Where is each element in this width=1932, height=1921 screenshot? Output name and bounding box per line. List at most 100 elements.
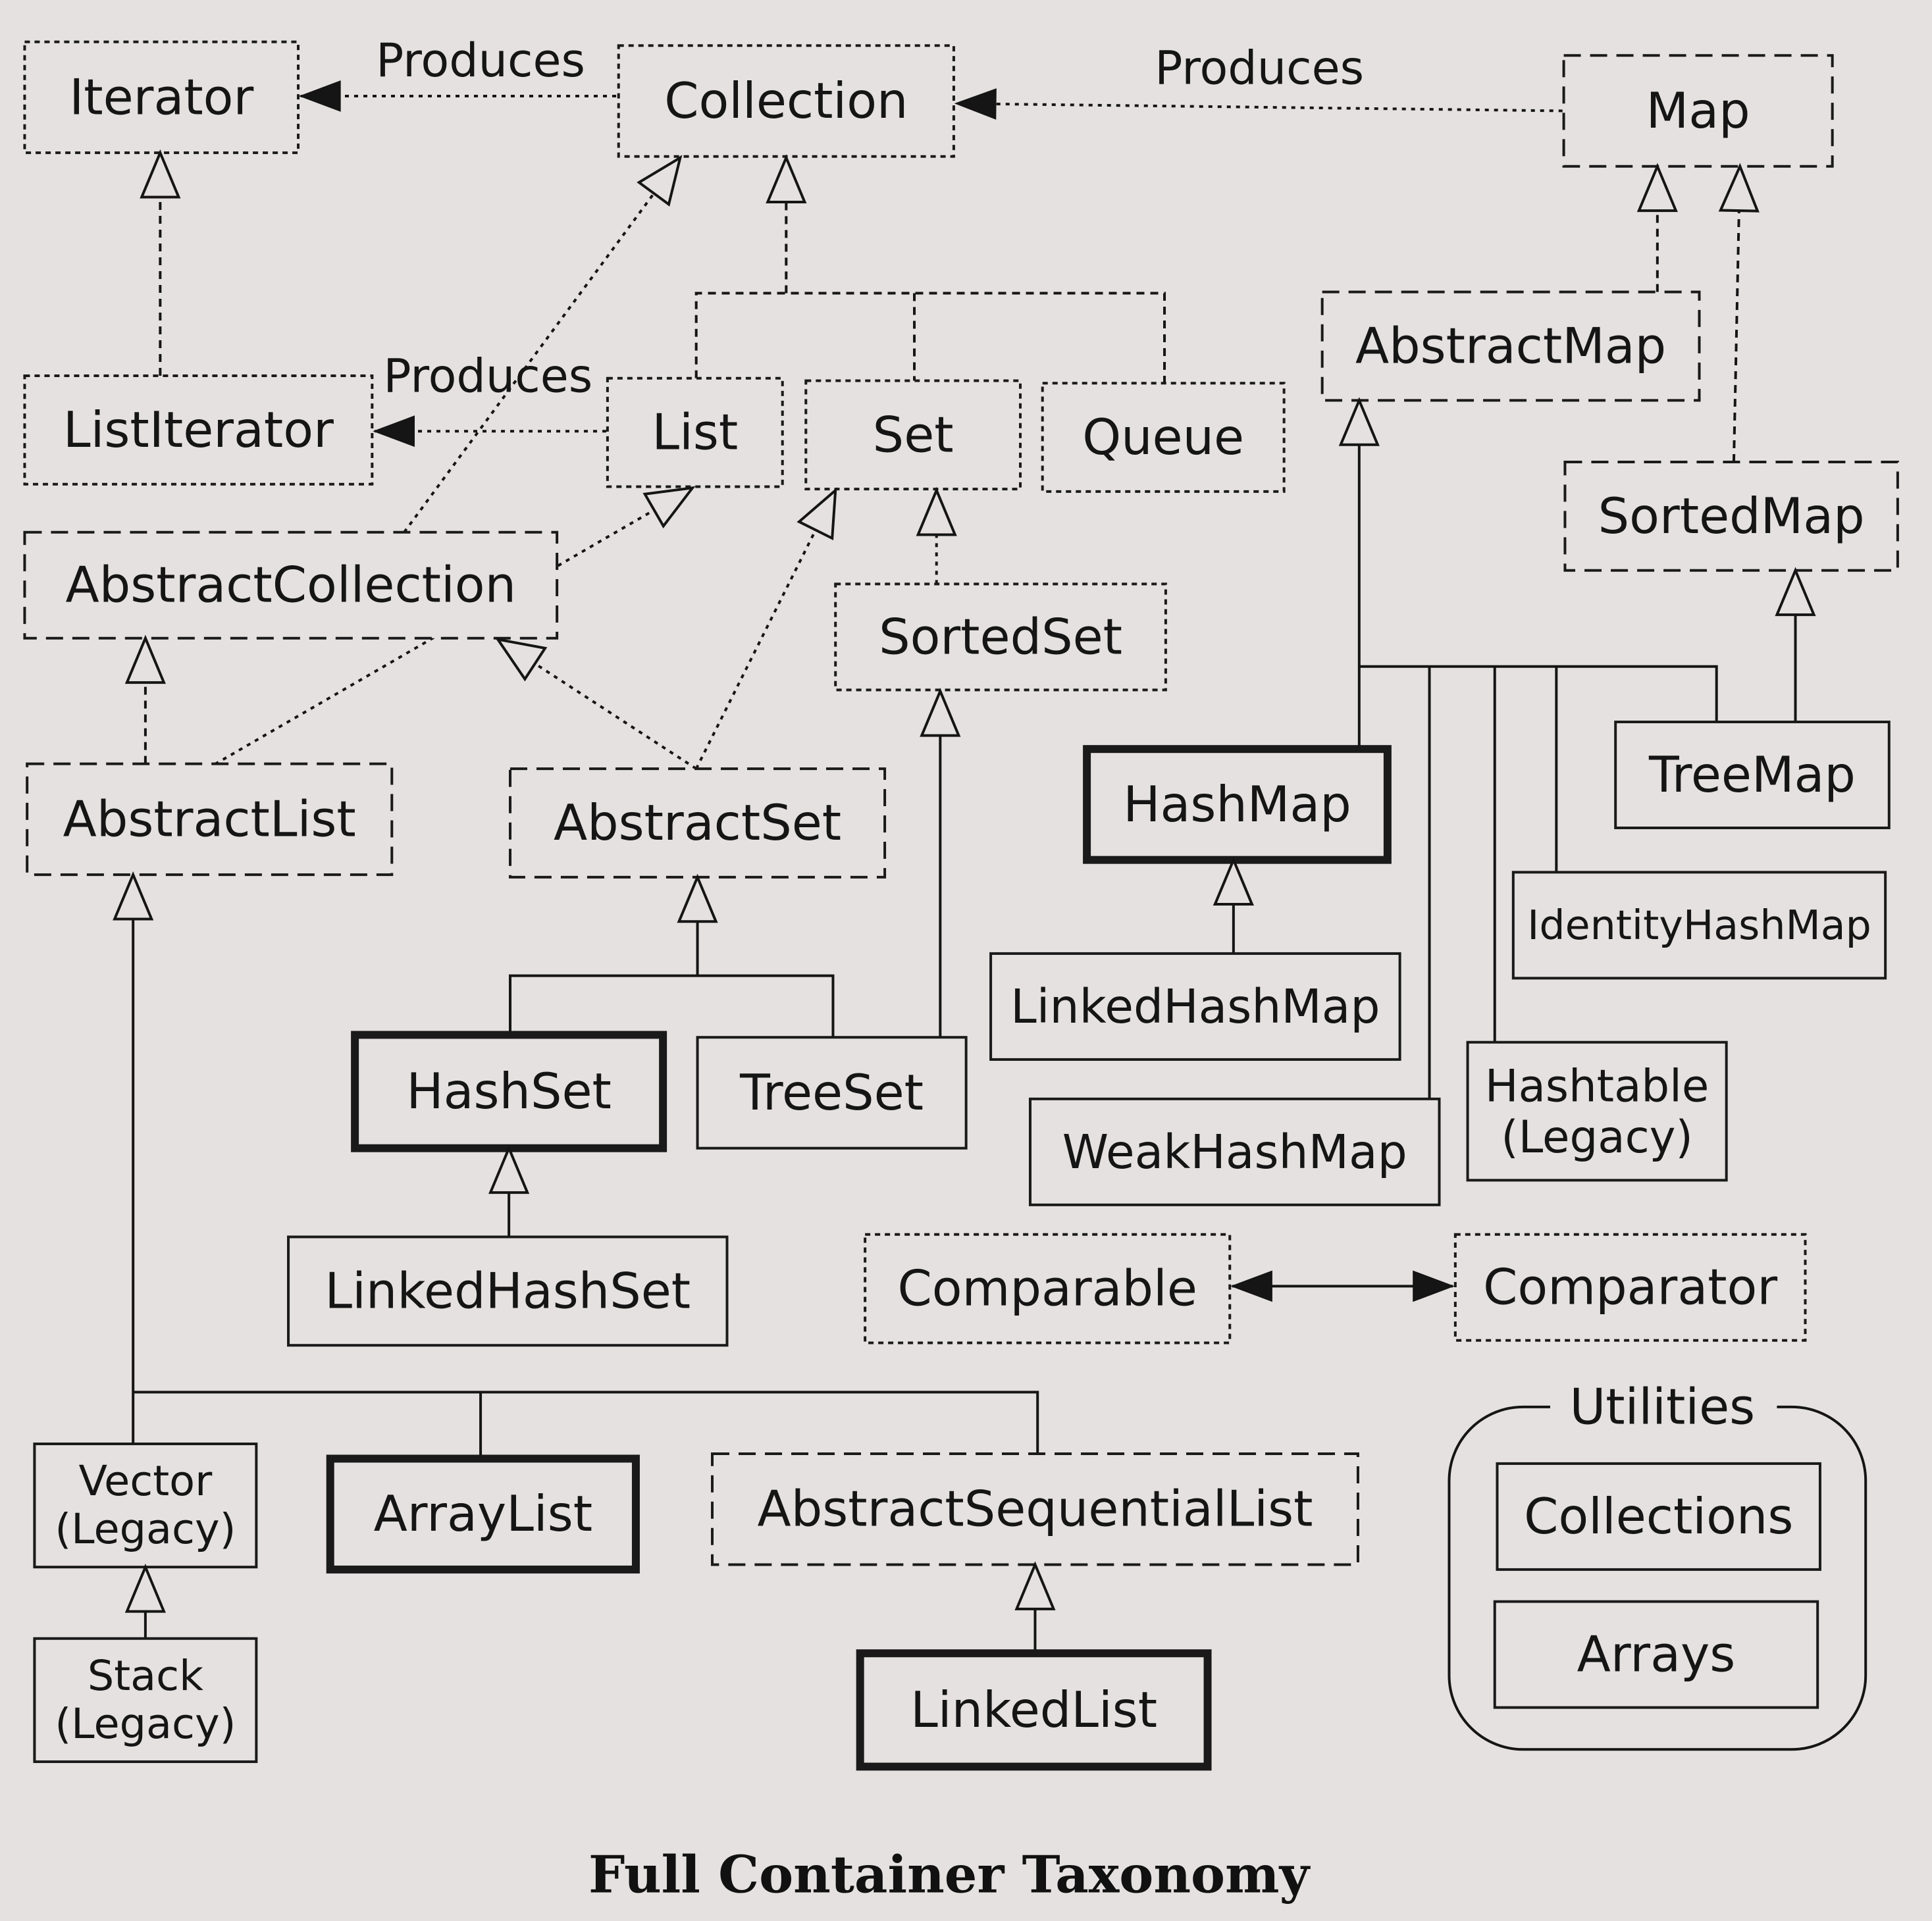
overlay: Produces Produces Produces Full Container T… [113, 34, 1816, 1905]
inheritance-arrowhead [637, 155, 683, 207]
node-label: Comparable [897, 1260, 1197, 1318]
node-label: HashSet [406, 1063, 612, 1120]
inheritance-arrowhead [1775, 567, 1816, 617]
node-label: Set [873, 406, 954, 463]
node-label: Comparator [1483, 1259, 1777, 1316]
node-label: (Legacy) [55, 1700, 236, 1749]
node-label: AbstractSequentialList [757, 1481, 1313, 1538]
node-label: LinkedHashMap [1010, 979, 1380, 1034]
node-abstract-collection: AbstractCollection [23, 530, 559, 640]
node-sorted-map: SortedMap [1563, 461, 1899, 572]
node-label: TreeMap [1648, 746, 1856, 804]
node-identity-hash-map: IdentityHashMap [1511, 871, 1887, 980]
node-linked-hash-map: LinkedHashMap [989, 952, 1401, 1061]
node-label: List [652, 404, 738, 461]
produces-arrowhead [954, 88, 997, 120]
node-label: LinkedHashSet [325, 1262, 691, 1319]
node-label: IdentityHashMap [1527, 902, 1871, 949]
inheritance-arrowhead [113, 871, 154, 921]
node-array-list: ArrayList [326, 1454, 640, 1574]
node-hash-set: HashSet [351, 1031, 667, 1152]
node-linked-hash-set: LinkedHashSet [287, 1235, 729, 1347]
node-label: Arrays [1577, 1626, 1736, 1683]
inheritance-arrowhead [642, 486, 696, 528]
node-label: Vector [79, 1457, 213, 1506]
node-label: AbstractSet [554, 794, 841, 852]
node-box [1511, 871, 1887, 980]
node-label: Queue [1082, 409, 1244, 466]
inheritance-arrowhead [494, 637, 548, 682]
node-box [1493, 1600, 1819, 1709]
node-label: LinkedList [910, 1681, 1157, 1739]
node-queue: Queue [1041, 382, 1286, 493]
node-box [1562, 54, 1834, 168]
inheritance-arrowhead [916, 486, 957, 536]
node-map: Map [1562, 54, 1834, 168]
node-hash-map: HashMap [1083, 745, 1392, 864]
node-box [26, 762, 394, 877]
node-box [1083, 745, 1392, 864]
comparator-arrowhead [1413, 1270, 1455, 1302]
edge-abstractset-set [694, 490, 837, 770]
inheritance-arrowhead [677, 873, 718, 923]
node-box [351, 1031, 667, 1152]
node-label: AbstractMap [1355, 318, 1666, 375]
edge-map-impl-branch [1359, 665, 1718, 722]
node-label: HashMap [1123, 776, 1351, 833]
node-box [1028, 1097, 1441, 1206]
node-stack: Stack(Legacy) [33, 1637, 258, 1763]
comparable-arrowhead [1230, 1270, 1272, 1302]
produces-arrowhead [373, 415, 415, 448]
node-abstract-set: AbstractSet [509, 767, 887, 879]
node-label: SortedSet [879, 608, 1122, 665]
node-box [989, 952, 1401, 1061]
edge-list-impl-branch [133, 1391, 1039, 1454]
node-label: SortedMap [1598, 488, 1865, 545]
produces-label-listiterator: Produces [383, 349, 592, 403]
node-box [1041, 382, 1286, 493]
edge-sortedmap-map [1732, 166, 1742, 463]
node-box [23, 530, 559, 640]
node-label: (Legacy) [55, 1505, 236, 1554]
node-vector: Vector(Legacy) [33, 1442, 258, 1569]
node-comparable: Comparable [864, 1233, 1232, 1345]
node-box [696, 1036, 968, 1150]
inheritance-arrowhead [1636, 163, 1678, 213]
node-collection: Collection [617, 44, 955, 158]
node-collections: Collections [1496, 1462, 1821, 1571]
node-label: AbstractList [63, 790, 356, 848]
node-label: TreeSet [739, 1064, 924, 1121]
node-iterator: Iterator [23, 40, 300, 155]
node-box [1496, 1462, 1821, 1571]
node-box [287, 1235, 729, 1347]
node-box [834, 582, 1167, 692]
produces-label-collection: Produces [1155, 41, 1364, 95]
node-label: Collection [664, 72, 908, 130]
node-box [856, 1649, 1212, 1771]
inheritance-arrowhead [1213, 856, 1254, 906]
node-box [23, 40, 300, 155]
edge-map-produces-collection [956, 102, 1563, 113]
node-weak-hash-map: WeakHashMap [1028, 1097, 1441, 1206]
node-box [711, 1452, 1359, 1566]
node-label: ListIterator [63, 401, 334, 459]
inheritance-arrowhead [140, 149, 181, 199]
node-abstract-sequential-list: AbstractSequentialList [711, 1452, 1359, 1566]
inheritance-arrowhead [1338, 397, 1380, 446]
produces-label-iterator: Produces [376, 34, 585, 88]
inheritance-arrowhead [488, 1144, 530, 1194]
node-box [326, 1454, 640, 1574]
node-arrays: Arrays [1493, 1600, 1819, 1709]
inheritance-arrowhead [124, 634, 166, 684]
node-abstract-map: AbstractMap [1320, 290, 1701, 402]
edge-collection-branch [694, 292, 1166, 384]
node-box [1320, 290, 1701, 402]
node-label: (Legacy) [1501, 1111, 1692, 1163]
node-box [509, 767, 887, 879]
inheritance-arrowhead [1014, 1561, 1056, 1610]
node-label: Map [1646, 82, 1750, 140]
node-box [33, 1637, 258, 1763]
inheritance-arrowhead [124, 1563, 166, 1613]
node-box [23, 374, 374, 486]
